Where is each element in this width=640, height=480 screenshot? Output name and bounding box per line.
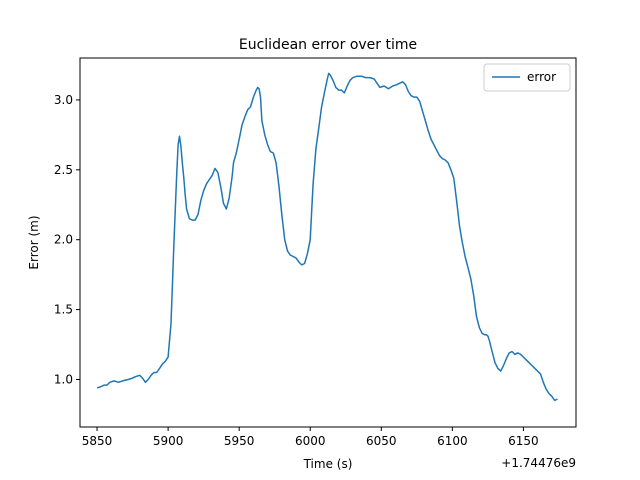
legend-entry-error: error [527,70,556,84]
y-tick-label: 2.0 [54,233,73,247]
y-tick-label: 2.5 [54,163,73,177]
y-tick-label: 1.0 [54,372,73,386]
x-axis-label: Time (s) [303,457,353,471]
x-tick-label: 5950 [224,434,255,448]
legend-box [483,63,571,92]
y-tick-label: 3.0 [54,93,73,107]
ticks: 5850 5900 5950 6000 6050 6100 6150 1.0 1.5 2.0 2.5… [54,93,539,448]
x-tick-label: 5900 [153,434,184,448]
line-layer [96,72,558,402]
y-axis-label: Error (m) [27,215,41,269]
legend: error [483,63,571,92]
plot-frame [79,57,577,428]
x-tick-label: 6150 [508,434,539,448]
x-tick-label: 6000 [295,434,326,448]
x-offset-label: +1.74476e9 [501,456,576,470]
chart-title: Euclidean error over time [239,37,417,53]
series-line-error [96,72,558,402]
y-tick-label: 1.5 [54,303,73,317]
x-tick-label: 5850 [82,434,113,448]
x-tick-label: 6050 [366,434,397,448]
x-tick-label: 6100 [437,434,468,448]
